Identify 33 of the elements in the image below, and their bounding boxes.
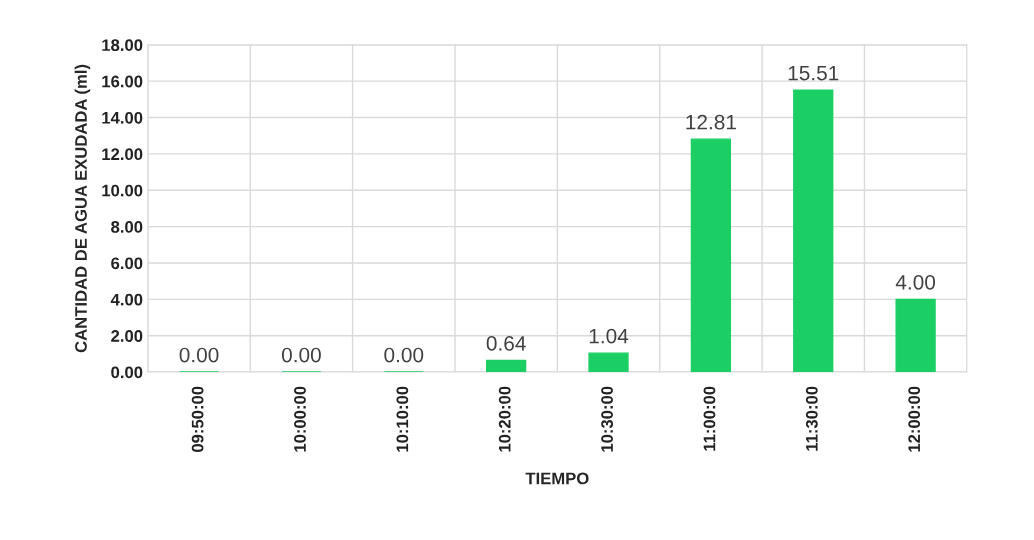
bar — [895, 298, 936, 373]
data-label: 1.04 — [589, 328, 629, 344]
bar — [485, 359, 527, 373]
x-tick-label: 11:30:00 — [805, 386, 818, 451]
bar — [793, 89, 834, 373]
data-label: 0.64 — [486, 336, 526, 351]
data-label: 15.51 — [788, 65, 839, 81]
data-label: 0.00 — [384, 347, 424, 363]
bar — [690, 138, 732, 373]
x-tick-label: 10:00:00 — [294, 386, 306, 452]
x-tick-label: 11:00:00 — [703, 386, 716, 451]
y-tick-label: 8.00 — [111, 221, 143, 233]
y-tick-label: 14.00 — [102, 111, 143, 124]
y-tick-label: 6.00 — [111, 257, 143, 270]
data-label: 0.00 — [281, 347, 321, 363]
x-axis-title: TIEMPO — [525, 472, 589, 485]
data-label: 4.00 — [895, 274, 936, 290]
y-tick-label: 0.00 — [111, 366, 143, 379]
x-tick-label: 10:20:00 — [498, 386, 511, 452]
y-tick-label: 2.00 — [111, 330, 143, 342]
bar — [588, 352, 629, 373]
y-tick-label: 4.00 — [110, 293, 143, 306]
x-tick-label: 10:10:00 — [396, 386, 409, 452]
y-axis-title: CANTIDAD DE AGUA EXUDADA (ml) — [74, 64, 91, 353]
x-tick-label: 12:00:00 — [908, 386, 921, 452]
x-tick-label: 09:50:00 — [191, 386, 204, 452]
y-tick-label: 12.00 — [102, 148, 143, 161]
y-tick-label: 10.00 — [102, 184, 143, 197]
data-label: 0.00 — [179, 347, 219, 363]
y-tick-label: 18.00 — [102, 39, 143, 52]
data-label: 12.81 — [686, 114, 736, 130]
x-tick-label: 10:30:00 — [601, 386, 614, 452]
y-tick-label: 16.00 — [102, 75, 143, 88]
